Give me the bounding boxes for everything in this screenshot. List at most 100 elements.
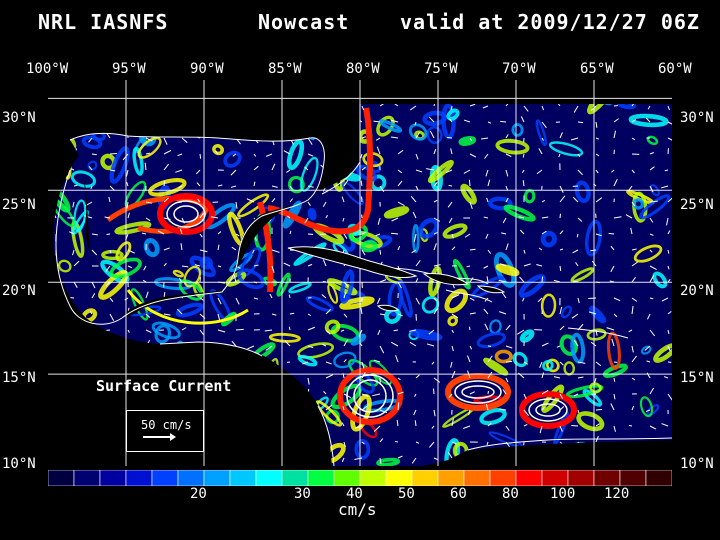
current-vector [307, 185, 314, 188]
speed-patch [606, 331, 621, 371]
current-vector [73, 184, 78, 187]
product-title: Nowcast [258, 10, 350, 34]
current-vector [307, 153, 314, 157]
current-vector [446, 136, 453, 139]
current-vector [539, 425, 543, 434]
current-vector [247, 345, 255, 350]
speed-patch [640, 345, 652, 355]
speed-patch [535, 119, 547, 147]
current-vector [199, 153, 202, 159]
current-vector [84, 215, 93, 219]
speed-patch [81, 135, 103, 150]
current-vector [195, 169, 201, 175]
model-title: NRL IASNFS [38, 10, 169, 34]
current-vector [523, 409, 529, 416]
current-vector [505, 425, 510, 431]
current-vector [447, 201, 453, 208]
current-vector [163, 163, 170, 171]
current-vector [397, 455, 403, 459]
speed-patch [286, 139, 305, 171]
speed-patch [175, 302, 204, 318]
current-vector [505, 153, 512, 158]
current-vector [644, 345, 651, 351]
current-vector [611, 338, 615, 347]
current-vector [376, 146, 381, 155]
current-vector [343, 233, 348, 239]
current-vector [433, 297, 438, 302]
current-vector [235, 201, 238, 209]
current-vector [373, 359, 381, 363]
current-vector [397, 149, 404, 155]
current-vector [577, 153, 581, 157]
current-vector [284, 340, 291, 347]
lat-label-right: 30°N [680, 110, 714, 126]
current-vector [325, 308, 332, 315]
speed-patch [446, 108, 460, 121]
current-vector [559, 325, 565, 331]
current-vector [109, 297, 114, 303]
colorbar-tick: 100 [550, 486, 576, 502]
speed-patch [412, 224, 420, 254]
current-vector [343, 281, 349, 288]
current-vector [199, 297, 204, 301]
current-vector [145, 313, 151, 318]
current-vector [253, 165, 259, 171]
current-vector [505, 197, 509, 203]
speed-patch [444, 288, 469, 314]
colorbar-cell [151, 470, 179, 486]
current-vector [445, 169, 453, 173]
current-vector [411, 457, 417, 464]
current-vector [649, 329, 656, 337]
current-vector [573, 393, 579, 397]
colorbar-tick: 30 [294, 486, 311, 502]
speed-patch [639, 396, 654, 418]
current-vector [145, 201, 153, 204]
current-vector [559, 132, 563, 139]
speed-patch [147, 178, 187, 197]
current-vector [594, 377, 597, 383]
current-vector [667, 105, 671, 111]
current-vector [559, 230, 564, 235]
speed-patch [628, 113, 669, 128]
current-vector [325, 214, 328, 219]
speed-patch [315, 400, 343, 427]
current-vector [463, 425, 471, 429]
current-vector [397, 245, 401, 251]
current-vector [360, 153, 363, 159]
current-vector [127, 212, 130, 219]
colorbar-cell [177, 470, 205, 486]
current-vector [264, 329, 273, 332]
current-vector [415, 185, 419, 191]
current-vector [181, 137, 188, 144]
current-vector [572, 196, 579, 203]
current-vector [90, 185, 93, 190]
speed-patch [548, 141, 584, 157]
speed-patch [339, 296, 375, 310]
current-vector [464, 233, 471, 238]
current-vector [397, 281, 402, 289]
speed-patch [570, 332, 586, 364]
current-vector [499, 263, 507, 267]
speed-patch [511, 123, 524, 137]
current-vector [469, 297, 475, 301]
current-vector [286, 169, 291, 173]
current-vector [559, 248, 564, 251]
current-vector [157, 230, 165, 235]
current-vector [91, 249, 98, 256]
current-vector [289, 312, 295, 315]
current-vector [570, 137, 579, 141]
current-vector [360, 180, 363, 187]
lat-label-right: 20°N [680, 283, 714, 299]
current-vector [433, 377, 441, 383]
current-vector [502, 389, 507, 395]
current-vector [393, 329, 399, 332]
current-vector [538, 247, 543, 251]
current-vector [217, 297, 222, 305]
colorbar-tick: 60 [450, 486, 467, 502]
current-vector [486, 197, 489, 203]
current-vector [105, 265, 111, 272]
current-vector [469, 104, 476, 107]
eddy-ring [353, 379, 387, 413]
current-vector [397, 201, 405, 207]
eddy-ring [519, 391, 577, 429]
